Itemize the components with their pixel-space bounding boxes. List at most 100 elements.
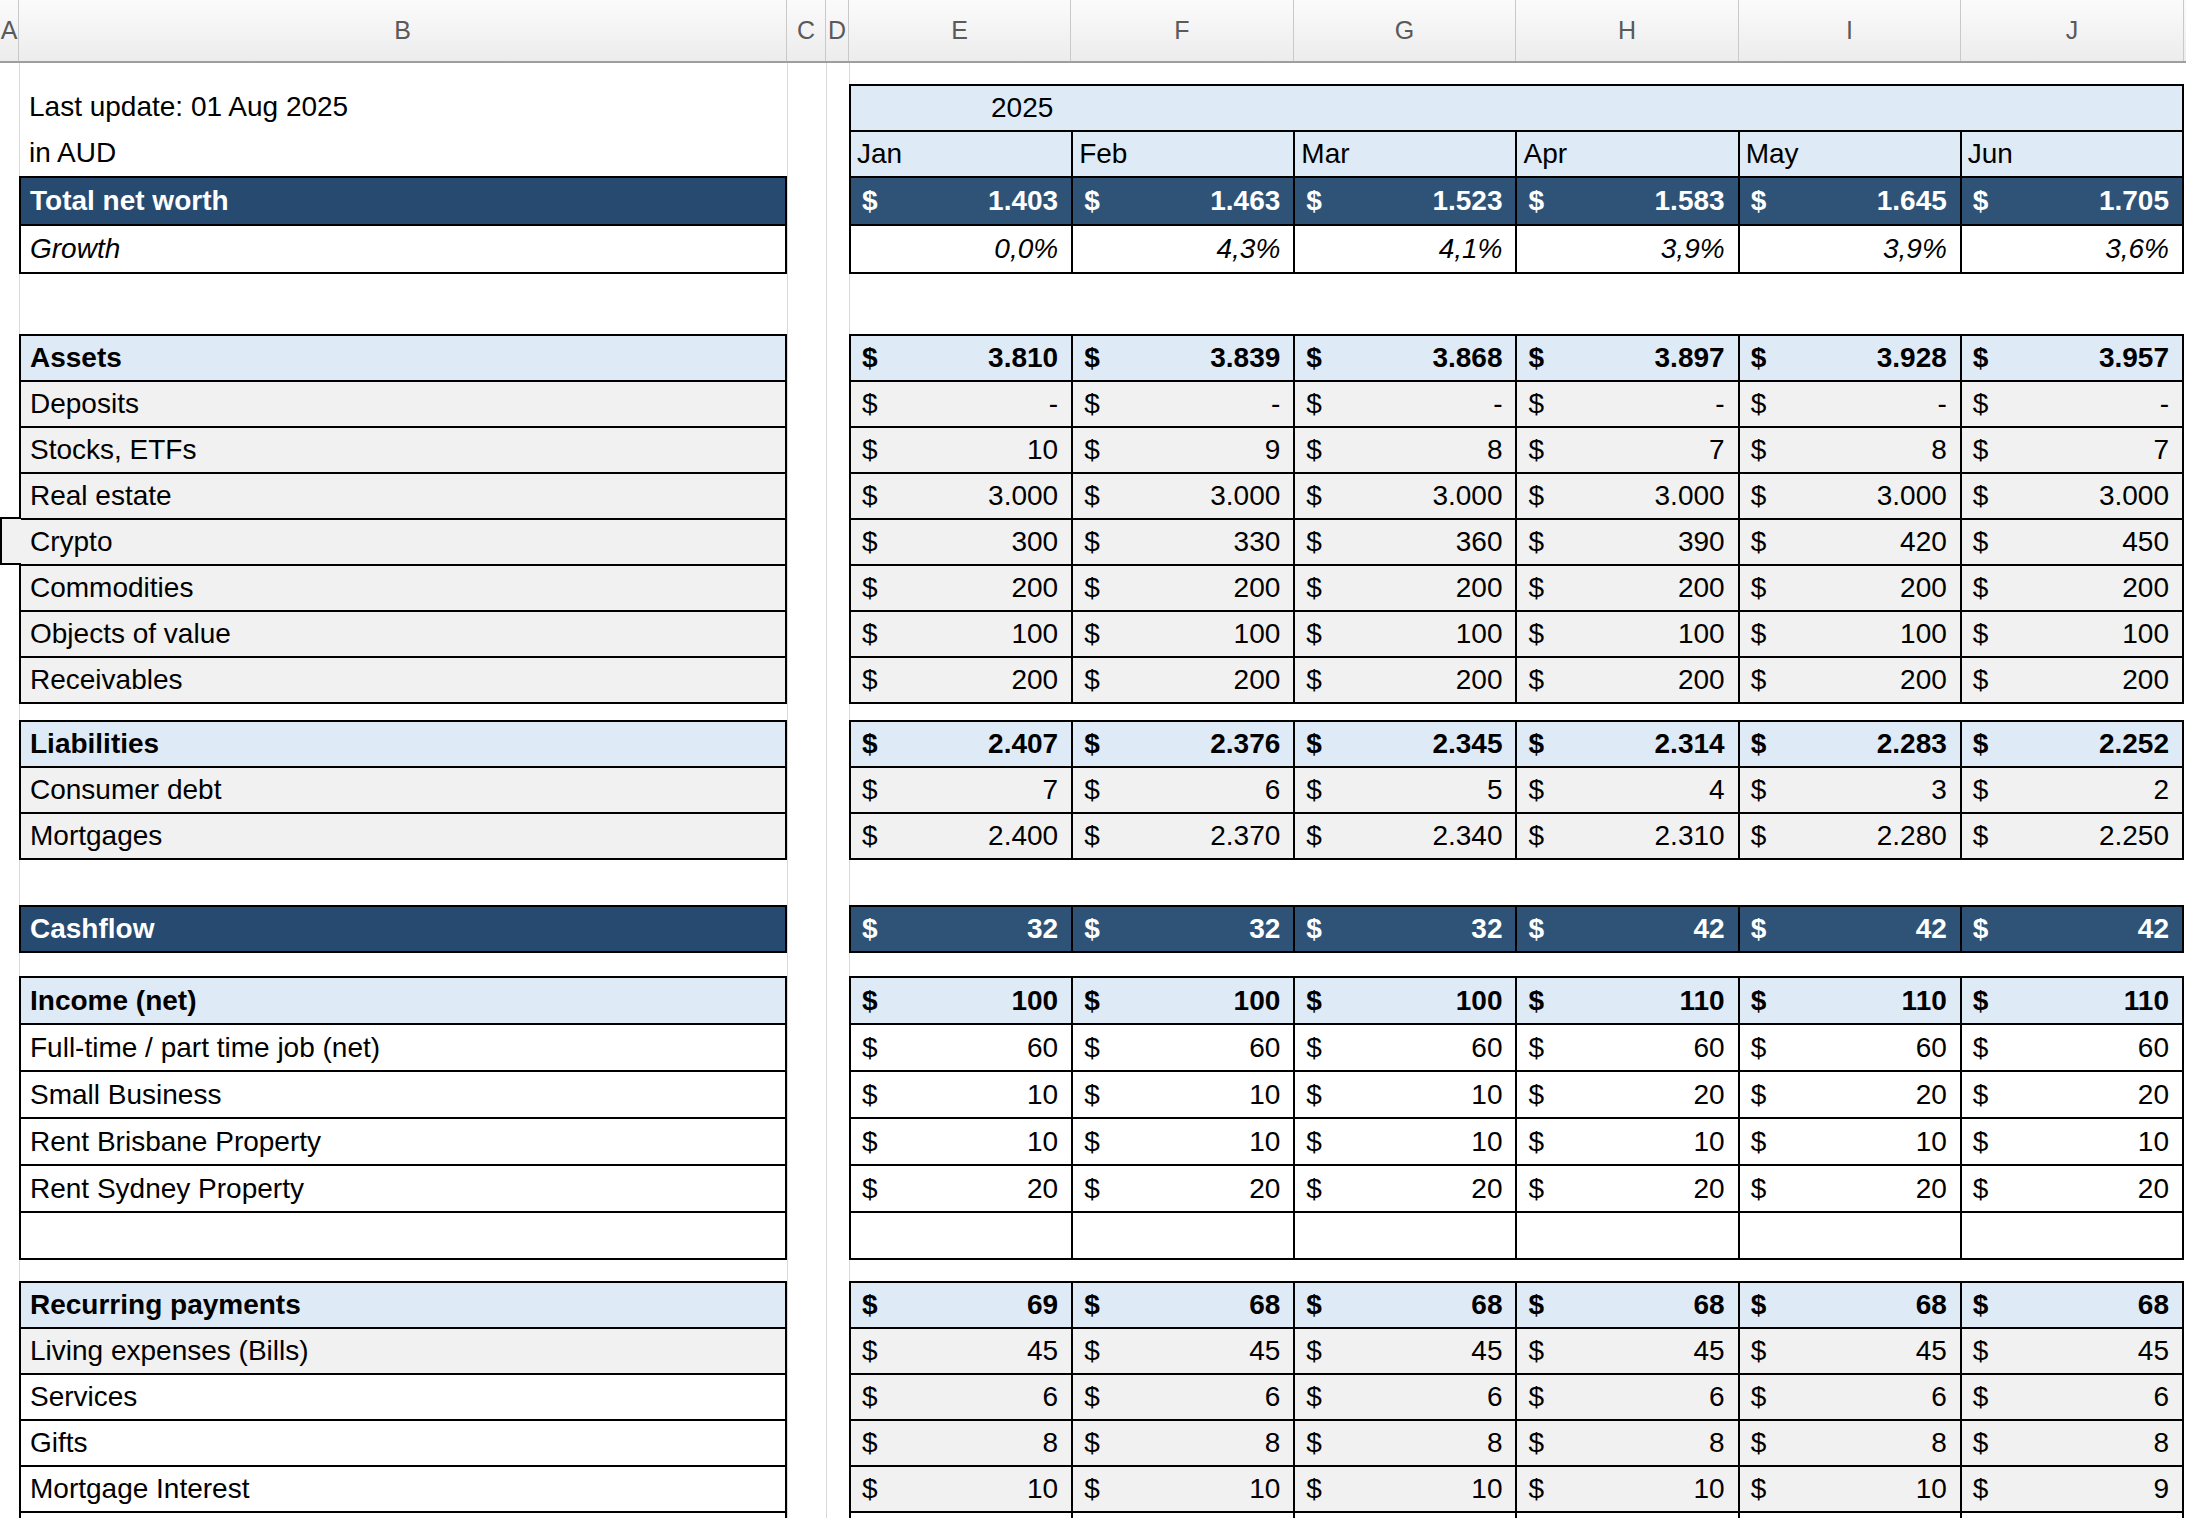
value-cell[interactable]: $ 6	[1739, 1374, 1961, 1420]
value-cell[interactable]: $ 60	[1294, 1024, 1516, 1071]
row-label[interactable]: Services	[20, 1374, 786, 1420]
empty-cell[interactable]	[20, 1212, 786, 1259]
value-cell[interactable]: $ 20	[850, 1165, 1072, 1212]
value-cell[interactable]: $ 45	[1294, 1328, 1516, 1374]
value-cell[interactable]: $ 200	[1739, 565, 1961, 611]
value-cell[interactable]: $ 10	[850, 1071, 1072, 1118]
value-cell[interactable]: $ 68	[1739, 1282, 1961, 1328]
value-cell[interactable]: $ 8	[1739, 427, 1961, 473]
column-header[interactable]: D	[826, 0, 849, 61]
row-label[interactable]: Gifts	[20, 1420, 786, 1466]
value-cell[interactable]: $ 20	[1072, 1165, 1294, 1212]
value-cell[interactable]: $ 3.000	[1516, 473, 1738, 519]
value-cell[interactable]: $ 20	[1516, 1071, 1738, 1118]
value-cell[interactable]: $ 2.250	[1961, 813, 2183, 859]
value-cell[interactable]: $ 60	[1072, 1024, 1294, 1071]
value-cell[interactable]: $ 110	[1516, 977, 1738, 1024]
value-cell[interactable]: $ 8	[1072, 1420, 1294, 1466]
column-header[interactable]: I	[1739, 0, 1961, 61]
row-label[interactable]: Stocks, ETFs	[20, 427, 786, 473]
value-cell[interactable]: $ 330	[1072, 519, 1294, 565]
month-header-cell[interactable]: Jan	[850, 131, 1072, 177]
empty-cell[interactable]	[1072, 1512, 1294, 1518]
value-cell[interactable]: $ 110	[1739, 977, 1961, 1024]
empty-cell[interactable]	[850, 1512, 1072, 1518]
row-label[interactable]: Mortgage Interest	[20, 1466, 786, 1512]
value-cell[interactable]: $ 42	[1739, 906, 1961, 952]
value-cell[interactable]: $ 200	[850, 565, 1072, 611]
value-cell[interactable]: $ 200	[1294, 565, 1516, 611]
row-label[interactable]: Deposits	[20, 381, 786, 427]
value-cell[interactable]: $ 200	[1961, 657, 2183, 703]
value-cell[interactable]: $ 2.407	[850, 721, 1072, 767]
row-label[interactable]: Commodities	[20, 565, 786, 611]
value-cell[interactable]: $ -	[1294, 381, 1516, 427]
value-cell[interactable]: $ 2	[1961, 767, 2183, 813]
value-cell[interactable]: $ 200	[1516, 657, 1738, 703]
value-cell[interactable]: $ 32	[1072, 906, 1294, 952]
value-cell[interactable]: $ 3.897	[1516, 335, 1738, 381]
value-cell[interactable]: $ 60	[850, 1024, 1072, 1071]
value-cell[interactable]: $ 20	[1516, 1165, 1738, 1212]
value-cell[interactable]: $ 3	[1739, 767, 1961, 813]
empty-cell[interactable]	[1739, 1212, 1961, 1259]
growth-percent-cell[interactable]: 4,3%	[1072, 225, 1294, 273]
value-cell[interactable]: $ 8	[1516, 1420, 1738, 1466]
value-cell[interactable]: $ 10	[1739, 1118, 1961, 1165]
value-cell[interactable]: $ 100	[1072, 611, 1294, 657]
month-header-cell[interactable]: Mar	[1294, 131, 1516, 177]
month-header-cell[interactable]: Apr	[1516, 131, 1738, 177]
growth-percent-cell[interactable]: 0,0%	[850, 225, 1072, 273]
value-cell[interactable]: $ 1.523	[1294, 177, 1516, 225]
value-cell[interactable]: $ 10	[1739, 1466, 1961, 1512]
value-cell[interactable]: $ 6	[1072, 1374, 1294, 1420]
value-cell[interactable]: $ 68	[1072, 1282, 1294, 1328]
currency-note-cell[interactable]: in AUD	[19, 130, 787, 176]
value-cell[interactable]: $ 360	[1294, 519, 1516, 565]
value-cell[interactable]: $ -	[1739, 381, 1961, 427]
month-header-cell[interactable]: May	[1739, 131, 1961, 177]
value-cell[interactable]: $ 3.000	[1072, 473, 1294, 519]
value-cell[interactable]: $ 20	[1739, 1071, 1961, 1118]
value-cell[interactable]: $ 3.957	[1961, 335, 2183, 381]
value-cell[interactable]: $ 100	[1294, 977, 1516, 1024]
month-header-cell[interactable]: Jun	[1961, 131, 2183, 177]
value-cell[interactable]: $ 3.928	[1739, 335, 1961, 381]
value-cell[interactable]: $ 200	[1961, 565, 2183, 611]
value-cell[interactable]: $ 10	[850, 427, 1072, 473]
value-cell[interactable]: $ -	[1961, 381, 2183, 427]
value-cell[interactable]: $ 100	[1961, 611, 2183, 657]
value-cell[interactable]: $ 200	[850, 657, 1072, 703]
year-header-cell[interactable]: 2025	[850, 85, 2183, 131]
value-cell[interactable]: $ 300	[850, 519, 1072, 565]
value-cell[interactable]: $ 32	[850, 906, 1072, 952]
recurring-section-label[interactable]: Recurring payments	[20, 1282, 786, 1328]
value-cell[interactable]: $ 100	[1294, 611, 1516, 657]
row-label[interactable]: Real estate	[20, 473, 786, 519]
value-cell[interactable]: $ 100	[1072, 977, 1294, 1024]
value-cell[interactable]: $ 2.310	[1516, 813, 1738, 859]
value-cell[interactable]: $ 10	[1516, 1118, 1738, 1165]
value-cell[interactable]: $ 20	[1961, 1165, 2183, 1212]
value-cell[interactable]: $ 390	[1516, 519, 1738, 565]
value-cell[interactable]: $ 1.583	[1516, 177, 1738, 225]
empty-cell[interactable]	[1516, 1212, 1738, 1259]
income-section-label[interactable]: Income (net)	[20, 977, 786, 1024]
empty-cell[interactable]	[20, 1512, 786, 1518]
value-cell[interactable]: $ 2.400	[850, 813, 1072, 859]
value-cell[interactable]: $ 450	[1961, 519, 2183, 565]
value-cell[interactable]: $ 3.000	[1961, 473, 2183, 519]
value-cell[interactable]: $ 200	[1072, 657, 1294, 703]
value-cell[interactable]: $ 4	[1516, 767, 1738, 813]
column-header[interactable]: B	[19, 0, 787, 61]
value-cell[interactable]: $ 6	[850, 1374, 1072, 1420]
column-header[interactable]: A	[0, 0, 19, 61]
column-header[interactable]: E	[849, 0, 1071, 61]
column-header[interactable]: G	[1294, 0, 1516, 61]
value-cell[interactable]: $ 20	[1961, 1071, 2183, 1118]
value-cell[interactable]: $ 200	[1072, 565, 1294, 611]
row-label[interactable]: Rent Brisbane Property	[20, 1118, 786, 1165]
row-label[interactable]: Objects of value	[20, 611, 786, 657]
value-cell[interactable]: $ 42	[1516, 906, 1738, 952]
value-cell[interactable]: $ 8	[1961, 1420, 2183, 1466]
